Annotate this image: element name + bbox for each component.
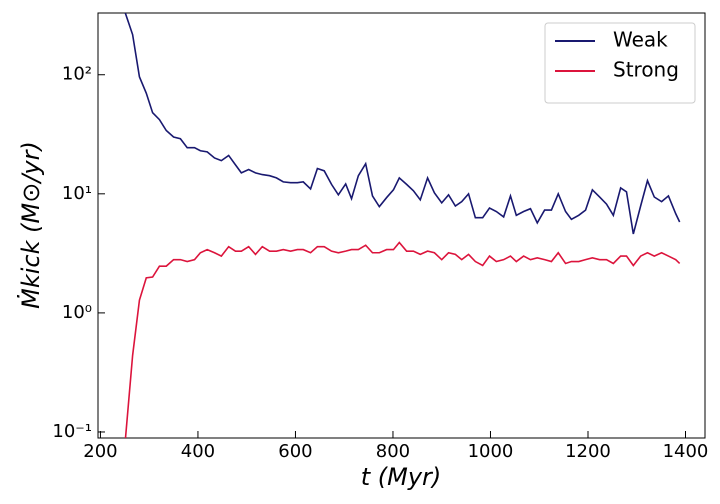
plot-frame [97, 12, 706, 439]
x-tick-label: 800 [376, 441, 410, 462]
legend-label: Weak [613, 28, 668, 52]
y-tick-label: 10⁻¹ [52, 421, 92, 442]
legend-label: Strong [613, 58, 679, 82]
x-tick-label: 400 [181, 441, 215, 462]
y-tick-label: 10⁰ [62, 302, 92, 323]
legend-box [544, 22, 696, 104]
data-line [124, 241, 681, 438]
lines [124, 13, 681, 438]
y-tick-label: 10² [62, 64, 92, 85]
x-tick-label: 600 [278, 441, 312, 462]
x-tick-label: 1200 [565, 441, 611, 462]
y-tick-label: 10¹ [62, 183, 92, 204]
x-axis-label: t (Myr) [361, 463, 442, 491]
x-tick-label: 200 [83, 441, 117, 462]
x-tick-label: 1400 [663, 441, 709, 462]
x-tick-label: 1000 [468, 441, 514, 462]
data-line [124, 13, 681, 235]
y-axis-label: Ṁkick (M⊙/yr) [16, 141, 45, 309]
